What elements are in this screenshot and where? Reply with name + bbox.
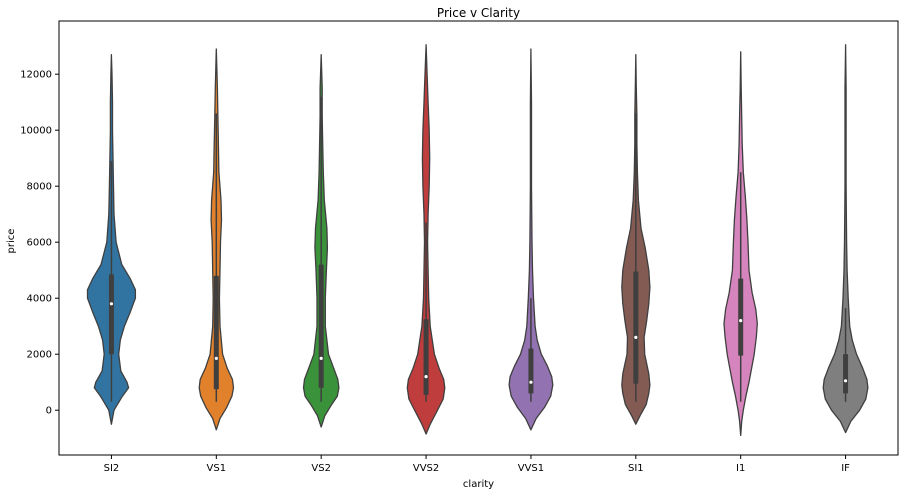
violin-median-point [634, 335, 638, 339]
x-tick-label: VS2 [311, 463, 331, 474]
violin-vvs1 [508, 48, 554, 431]
violin-iqr-box [423, 319, 429, 395]
violin-iqr-box [738, 278, 744, 356]
x-tick-label: I1 [736, 463, 745, 474]
x-tick-label: IF [841, 463, 850, 474]
violin-iqr-box [213, 275, 219, 390]
violin-iqr-box [528, 348, 534, 394]
violin-median-point [739, 319, 743, 323]
x-tick-label: VS1 [207, 463, 227, 474]
plot-area [86, 44, 869, 437]
y-tick-label: 4000 [27, 294, 52, 305]
y-axis: 0 2000 4000 6000 8000 10000 12000 [20, 70, 59, 417]
violin-iqr-box [633, 271, 639, 384]
x-axis: SI2 VS1 VS2 VVS2 VVS1 SI1 I1 IF [104, 455, 850, 474]
violin-iqr-box [108, 274, 114, 355]
violin-median-point [214, 356, 218, 360]
y-tick-label: 6000 [27, 238, 52, 249]
x-tick-label: VVS2 [413, 463, 439, 474]
chart-title: Price v Clarity [437, 6, 520, 20]
violin-i1 [723, 51, 758, 437]
violin-median-point [424, 375, 428, 379]
y-tick-label: 0 [46, 406, 52, 417]
violin-iqr-box [843, 354, 849, 394]
violin-si1 [621, 53, 651, 425]
violin-vs2 [302, 53, 340, 428]
violin-iqr-box [318, 264, 324, 388]
violin-si2 [86, 53, 137, 425]
violin-vvs2 [406, 44, 446, 435]
x-tick-label: SI1 [628, 463, 644, 474]
violin-median-point [843, 379, 848, 383]
violin-body [822, 44, 869, 434]
y-tick-label: 8000 [27, 182, 52, 193]
violin-if [822, 44, 869, 434]
x-axis-title: clarity [463, 479, 494, 490]
y-axis-title: price [6, 229, 17, 254]
x-tick-label: VVS1 [518, 463, 544, 474]
plot-frame [58, 20, 899, 456]
y-tick-label: 12000 [20, 70, 52, 81]
violin-median-point [109, 302, 114, 306]
y-tick-label: 2000 [27, 350, 52, 361]
violin-vs1 [198, 48, 235, 431]
violin-body [508, 48, 554, 431]
x-tick-label: SI2 [104, 463, 120, 474]
violin-median-point [319, 356, 323, 360]
violin-median-point [529, 380, 533, 384]
y-tick-label: 10000 [20, 126, 52, 137]
